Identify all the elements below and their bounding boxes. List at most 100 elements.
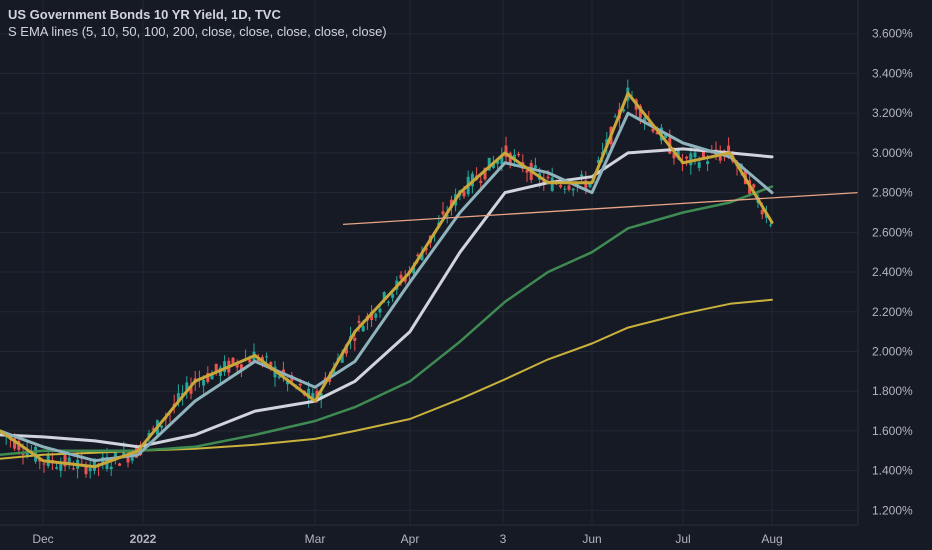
candle-body	[307, 388, 311, 399]
candle-body	[508, 152, 512, 166]
candle-body	[13, 438, 17, 449]
candle-body	[596, 160, 600, 163]
price-tick-label: 1.200%	[872, 503, 913, 517]
candle-body	[487, 157, 491, 171]
time-tick-label: Apr	[401, 532, 420, 546]
candle-body	[210, 373, 214, 380]
candle-body	[769, 224, 773, 226]
candle-body	[248, 359, 252, 363]
candle-body	[403, 277, 407, 282]
candle-body	[214, 363, 218, 372]
candle-body	[638, 105, 642, 118]
candle-body	[760, 210, 764, 215]
price-tick-label: 1.400%	[872, 464, 913, 478]
candle-body	[185, 382, 189, 391]
indicator-label[interactable]: S EMA lines (5, 10, 50, 100, 200, close,…	[8, 24, 387, 39]
candle-body	[525, 170, 529, 173]
candle-body	[483, 167, 487, 180]
price-tick-label: 2.400%	[872, 265, 913, 279]
candle-body	[391, 293, 395, 298]
candle-body	[571, 188, 575, 191]
candle-body	[655, 132, 659, 135]
candle-body	[239, 364, 243, 370]
price-tick-label: 1.600%	[872, 424, 913, 438]
chart-legend[interactable]: US Government Bonds 10 YR Yield, 1D, TVC…	[8, 6, 387, 40]
time-tick-label: 3	[500, 532, 507, 546]
candle-body	[67, 457, 71, 465]
candle-body	[718, 153, 722, 161]
candle-body	[651, 128, 655, 132]
candle-body	[84, 464, 88, 475]
candle-body	[479, 180, 483, 183]
candle-body	[206, 372, 210, 382]
candle-body	[412, 266, 416, 274]
candle-body	[567, 185, 571, 190]
candle-body	[693, 152, 697, 158]
time-tick-label: Jul	[675, 532, 690, 546]
candle-body	[416, 254, 420, 257]
time-axis[interactable]: Dec 2022 Mar Apr 3 Jun Jul Aug	[0, 524, 858, 546]
candle-body	[420, 253, 424, 261]
candle-body	[386, 301, 390, 303]
candle-body	[113, 452, 117, 457]
candle-body	[71, 468, 75, 470]
candle-body	[353, 337, 357, 341]
candle-body	[643, 117, 647, 122]
price-tick-label: 2.200%	[872, 305, 913, 319]
candle-body	[613, 116, 617, 118]
candle-body	[126, 454, 130, 463]
candle-body	[697, 162, 701, 168]
candle-body	[685, 156, 689, 159]
candle-body	[298, 384, 302, 386]
candle-body	[517, 153, 521, 156]
candle-body	[533, 165, 537, 169]
candle-body	[176, 393, 180, 403]
candle-body	[559, 185, 563, 188]
price-tick-label: 2.800%	[872, 186, 913, 200]
candle-body	[424, 248, 428, 251]
candle-body	[504, 145, 508, 158]
candle-body	[622, 109, 626, 112]
candle-body	[130, 455, 134, 461]
trendline	[342, 191, 859, 226]
candle-body	[672, 152, 676, 159]
candle-body	[706, 161, 710, 165]
candle-body	[374, 313, 378, 318]
candle-body	[202, 379, 206, 386]
candle-body	[109, 466, 113, 470]
price-axis[interactable]: 1.200% 1.400% 1.600% 1.800% 2.000% 2.200% 2.40…	[857, 0, 913, 525]
candle-body	[59, 464, 63, 471]
candle-body	[223, 361, 227, 373]
candle-body	[546, 176, 550, 179]
candle-body	[584, 180, 588, 189]
candle-body	[265, 356, 269, 358]
candle-body	[382, 292, 386, 300]
candle-body	[277, 376, 281, 378]
candle-body	[118, 463, 122, 466]
candle-body	[701, 152, 705, 158]
candle-body	[378, 308, 382, 313]
price-tick-label: 3.400%	[872, 66, 913, 80]
time-tick-label: 2022	[130, 532, 157, 546]
ema-lines	[0, 91, 859, 469]
ema-50-line	[0, 147, 774, 449]
candle-body	[689, 153, 693, 166]
candle-body	[399, 274, 403, 279]
price-tick-label: 3.000%	[872, 146, 913, 160]
time-tick-label: Aug	[761, 532, 782, 546]
candle-body	[260, 356, 264, 362]
candle-body	[752, 184, 756, 188]
candle-body	[92, 458, 96, 471]
candle-body	[122, 450, 126, 456]
candle-body	[370, 311, 374, 321]
candle-body	[563, 188, 567, 190]
candle-body	[361, 326, 365, 332]
candle-body	[25, 450, 29, 457]
candle-body	[235, 363, 239, 368]
symbol-title[interactable]: US Government Bonds 10 YR Yield, 1D, TVC	[8, 7, 281, 22]
candle-body	[88, 468, 92, 472]
candle-body	[311, 392, 315, 401]
candle-body	[269, 362, 273, 370]
